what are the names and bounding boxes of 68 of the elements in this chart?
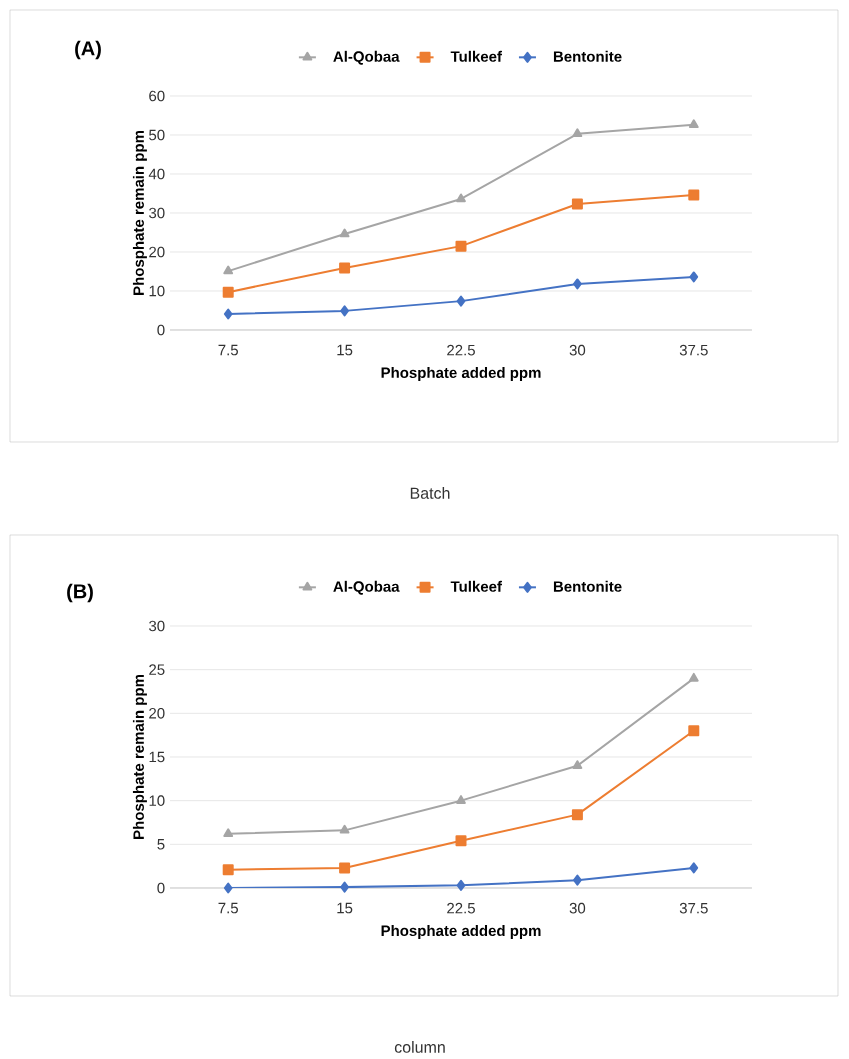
point [222,286,234,298]
point [573,278,582,290]
x-tick-label: 15 [337,344,353,356]
point [456,193,466,203]
y-tick-label: 5 [157,839,165,850]
legend-label: Bentonite [553,50,622,62]
y-tick-label: 15 [149,751,165,763]
point [223,265,234,275]
point [339,228,350,238]
point [688,725,700,737]
point [689,862,699,874]
x-tick-label: 22.5 [447,902,475,914]
point [571,198,583,210]
point [339,262,351,274]
legend-label: Al-Qobaa [333,50,400,65]
point [456,295,466,307]
chart-title: (B) [67,583,93,603]
x-tick-label: 7.5 [218,902,238,914]
point [455,835,467,847]
point [688,672,699,682]
point [339,824,350,834]
legend-label: Bentonite [553,580,622,592]
x-tick-label: 22.5 [447,344,475,356]
y-axis-title: Phosphate remain ppm [132,675,147,839]
point [223,882,233,894]
y-tick-label: 40 [148,168,165,180]
x-axis-title: Phosphate added ppm [381,367,541,381]
legend-label: Tulkeef [450,580,502,592]
point [339,862,351,874]
point [688,189,700,201]
point [340,881,349,893]
point [455,240,467,252]
point [456,795,466,804]
point [223,828,234,838]
x-tick-label: 7.5 [218,344,238,356]
x-axis-title: Phosphate added ppm [381,925,541,939]
point [688,119,699,129]
x-tick-label: 37.5 [679,344,708,356]
y-tick-label: 60 [149,90,165,102]
y-tick-label: 0 [157,882,165,894]
y-tick-label: 10 [149,285,165,297]
legend-label: Al-Qobaa [333,580,400,595]
point [572,760,583,769]
point [572,128,583,138]
y-tick-label: 20 [149,708,165,719]
point [340,305,349,317]
chart-title: (A) [75,40,101,60]
text: column [394,1041,445,1053]
x-tick-label: 30 [569,344,586,356]
legend-label: Tulkeef [450,50,502,62]
point [223,308,233,320]
x-tick-label: 37.5 [679,902,708,914]
y-tick-label: 30 [149,207,165,219]
text: Batch [410,487,450,499]
y-tick-label: 10 [149,795,165,806]
point [571,809,583,821]
y-tick-label: 50 [149,129,165,141]
y-tick-label: 0 [157,324,165,336]
y-tick-label: 20 [149,246,165,258]
point [222,864,234,876]
y-tick-label: 25 [149,664,165,675]
y-tick-label: 30 [149,620,165,632]
y-axis-title: Phosphate remain ppm [132,131,147,295]
point [689,271,699,283]
point [573,874,582,886]
x-tick-label: 30 [569,902,586,914]
x-tick-label: 15 [337,902,353,914]
point [456,879,466,891]
